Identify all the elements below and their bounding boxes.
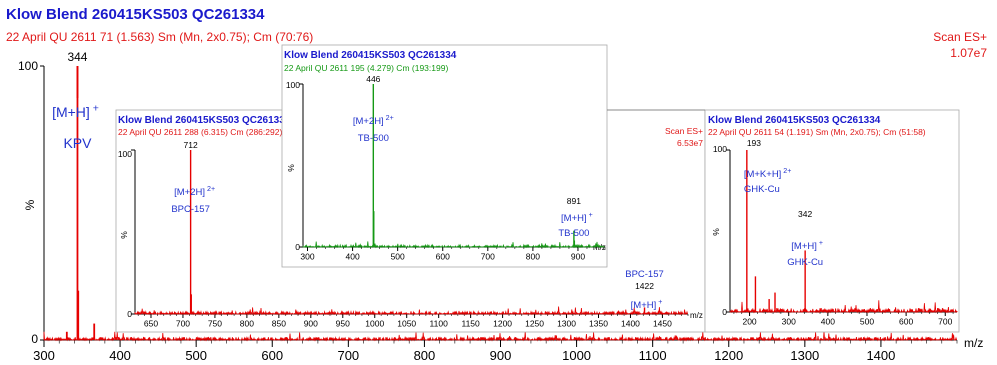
inset-tb-x-tick-label: 500 bbox=[391, 252, 405, 262]
inset-bpc-x-tick-label: 950 bbox=[336, 319, 350, 329]
inset-tb-x-tick-label: 800 bbox=[526, 252, 540, 262]
main-x-tick-label: 1100 bbox=[639, 348, 667, 363]
main-peak-mz-label: 344 bbox=[67, 50, 87, 64]
inset-tb-x-tick-label: 600 bbox=[436, 252, 450, 262]
inset-ghk-x-tick-label: 200 bbox=[742, 317, 756, 327]
inset-tb-subtitle: 22 April QU 2611 195 (4.279) Cm (193:199… bbox=[284, 63, 448, 73]
inset-bpc-subtitle: 22 April QU 2611 288 (6.315) Cm (286:292… bbox=[118, 127, 282, 137]
inset-ghk-x-tick-label: 300 bbox=[782, 317, 796, 327]
inset-ghk-ion-label: [M+K+H] 2+ bbox=[744, 167, 792, 180]
inset-bpc-x-tick-label: 750 bbox=[208, 319, 222, 329]
main-x-tick-label: 400 bbox=[109, 348, 131, 363]
inset-bpc-compound-label: BPC-157 bbox=[171, 204, 210, 215]
inset-bpc-y-tick-0: 0 bbox=[127, 309, 132, 319]
inset-ghk-baseline-trace bbox=[729, 300, 958, 314]
inset-bpc-x-tick-label: 1450 bbox=[653, 319, 672, 329]
inset-bpc-peak-mz-1422: 1422 bbox=[635, 281, 654, 291]
inset-ghk-compound-label-2: GHK-Cu bbox=[787, 257, 823, 268]
main-spectrum: 100 0 % m/z 300 400 500 600 700 800 900 1000 110… bbox=[18, 50, 983, 363]
scan-mode-label: Scan ES+ bbox=[933, 30, 987, 44]
main-x-tick-label: 300 bbox=[33, 348, 55, 363]
inset-ghk-x-tick-label: 400 bbox=[821, 317, 835, 327]
inset-ghk-frame bbox=[704, 109, 960, 333]
inset-ghk-x-tick-label: 700 bbox=[938, 317, 952, 327]
main-x-tick-label: 500 bbox=[185, 348, 207, 363]
inset-ghkcu: Klow Blend 260415KS503 QC261334 22 April… bbox=[607, 109, 960, 333]
inset-tb-y-axis-label: % bbox=[286, 164, 296, 172]
inset-bpc-compound-label-2: BPC-157 bbox=[625, 269, 664, 280]
inset-bpc-x-tick-label: 650 bbox=[144, 319, 158, 329]
inset-bpc-scan-intensity: 6.53e7 bbox=[677, 138, 703, 148]
inset-bpc-x-tick-label: 900 bbox=[304, 319, 318, 329]
inset-ghk-x-tick-label: 600 bbox=[899, 317, 913, 327]
inset-bpc-y-axis-label: % bbox=[119, 231, 129, 239]
inset-tb-x-tick-label: 900 bbox=[571, 252, 585, 262]
inset-tb-x-tick-label: 400 bbox=[345, 252, 359, 262]
inset-tb-peak-mz-891: 891 bbox=[567, 196, 581, 206]
main-compound-label: KPV bbox=[63, 135, 92, 151]
inset-ghk-peak-mz-342: 342 bbox=[798, 209, 812, 219]
main-x-tick-label: 700 bbox=[337, 348, 359, 363]
main-x-tick-label: 1200 bbox=[714, 348, 743, 363]
inset-ghk-x-tick-label: 500 bbox=[860, 317, 874, 327]
inset-bpc-baseline-trace bbox=[134, 306, 688, 316]
inset-tb-compound-label-2: TB-500 bbox=[558, 228, 589, 239]
inset-bpc-scan-mode: Scan ES+ bbox=[665, 126, 703, 136]
main-y-axis-label: % bbox=[23, 199, 37, 210]
inset-bpc-x-tick-label: 1000 bbox=[365, 319, 384, 329]
inset-ghk-peak-mz-193: 193 bbox=[747, 138, 761, 148]
inset-ghk-y-tick-100: 100 bbox=[713, 144, 727, 154]
main-y-tick-0: 0 bbox=[31, 332, 38, 346]
inset-ghk-ion-label-2: [M+H] + bbox=[791, 239, 823, 252]
scan-intensity-label: 1.07e7 bbox=[950, 46, 987, 60]
main-x-tick-label: 800 bbox=[414, 348, 436, 363]
main-x-tick-label: 1400 bbox=[866, 348, 895, 363]
figure-subtitle: 22 April QU 2611 71 (1.563) Sm (Mn, 2x0.… bbox=[6, 30, 313, 44]
inset-ghk-title: Klow Blend 260415KS503 QC261334 bbox=[708, 115, 881, 126]
inset-bpc-x-tick-label: 1300 bbox=[557, 319, 576, 329]
inset-tb-compound-label: TB-500 bbox=[358, 133, 389, 144]
inset-tb-y-tick-100: 100 bbox=[286, 80, 300, 90]
inset-bpc-x-tick-label: 1100 bbox=[430, 319, 449, 329]
inset-bpc-title: Klow Blend 260415KS503 QC261334 bbox=[118, 115, 291, 126]
main-ion-label: [M+H] + bbox=[52, 102, 99, 120]
main-y-tick-100: 100 bbox=[18, 59, 38, 73]
inset-ghk-compound-label: GHK-Cu bbox=[744, 184, 780, 195]
inset-bpc-x-tick-label: 1200 bbox=[493, 319, 512, 329]
inset-bpc-y-tick-100: 100 bbox=[118, 149, 132, 159]
inset-tb-title: Klow Blend 260415KS503 QC261334 bbox=[284, 50, 457, 61]
inset-bpc-x-tick-label: 800 bbox=[240, 319, 254, 329]
inset-bpc-peak-mz-712: 712 bbox=[184, 140, 198, 150]
inset-tb-baseline-trace bbox=[302, 241, 605, 249]
inset-bpc-x-tick-label: 850 bbox=[272, 319, 286, 329]
main-x-tick-label: 1000 bbox=[562, 348, 591, 363]
inset-ghk-y-axis-label: % bbox=[711, 228, 721, 236]
inset-tb-ion-label-2: [M+H] + bbox=[561, 211, 593, 224]
main-x-axis-label: m/z bbox=[964, 336, 983, 350]
inset-bpc-x-tick-label: 1350 bbox=[589, 319, 608, 329]
inset-bpc-ion-label: [M+2H] 2+ bbox=[174, 185, 215, 198]
inset-tb-peak-mz-446: 446 bbox=[366, 74, 380, 84]
main-x-tick-label: 1300 bbox=[790, 348, 819, 363]
inset-bpc-x-tick-label: 1150 bbox=[461, 319, 480, 329]
inset-bpc-x-tick-label: 1250 bbox=[525, 319, 544, 329]
inset-tb-x-tick-label: 300 bbox=[300, 252, 314, 262]
inset-tb-ion-label: [M+2H] 2+ bbox=[353, 114, 394, 127]
figure-title: Klow Blend 260415KS503 QC261334 bbox=[6, 6, 265, 23]
inset-tb-y-tick-0: 0 bbox=[295, 242, 300, 252]
inset-bpc-x-tick-label: 1050 bbox=[397, 319, 416, 329]
inset-tb-x-tick-label: 700 bbox=[481, 252, 495, 262]
main-x-tick-label: 900 bbox=[490, 348, 512, 363]
inset-bpc-x-axis-label: m/z bbox=[690, 311, 703, 320]
main-x-tick-label: 600 bbox=[261, 348, 283, 363]
inset-bpc-ion-label-2: [M+H] + bbox=[631, 298, 663, 311]
inset-ghk-y-tick-0: 0 bbox=[722, 307, 727, 317]
inset-tb-frame bbox=[281, 44, 608, 268]
inset-bpc-x-tick-label: 1400 bbox=[621, 319, 640, 329]
main-baseline-trace bbox=[43, 331, 957, 342]
inset-tb500: Klow Blend 260415KS503 QC261334 22 April… bbox=[281, 44, 608, 268]
inset-bpc-x-tick-label: 700 bbox=[176, 319, 190, 329]
inset-ghk-subtitle: 22 April QU 2611 54 (1.191) Sm (Mn, 2x0.… bbox=[708, 127, 926, 137]
